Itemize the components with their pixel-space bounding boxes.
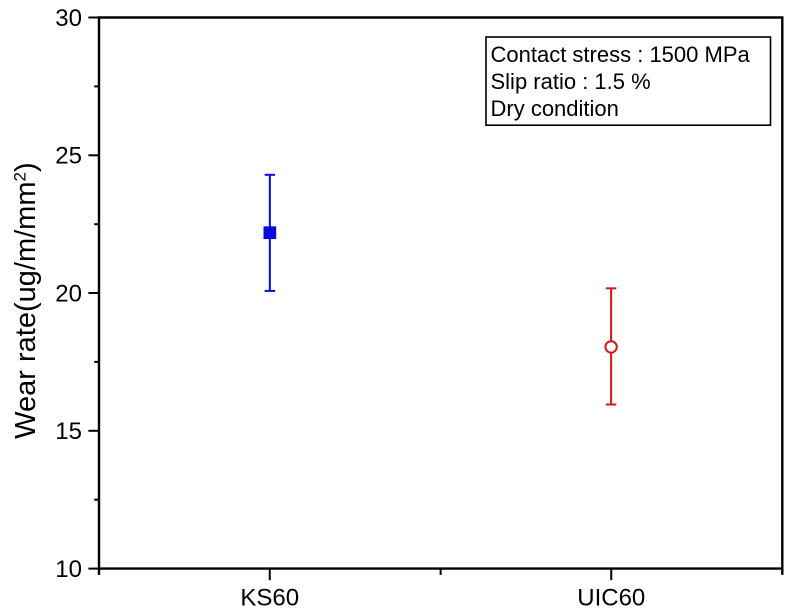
svg-text:30: 30 <box>55 5 82 32</box>
svg-text:Wear rate(ug/m/mm2): Wear rate(ug/m/mm2) <box>10 162 42 438</box>
svg-text:KS60: KS60 <box>240 584 299 611</box>
svg-text:10: 10 <box>55 556 82 583</box>
svg-text:25: 25 <box>55 143 82 170</box>
svg-text:Dry condition: Dry condition <box>491 96 619 121</box>
svg-text:Contact stress : 1500 MPa: Contact stress : 1500 MPa <box>491 42 751 67</box>
svg-text:15: 15 <box>55 418 82 445</box>
svg-text:UIC60: UIC60 <box>577 584 645 611</box>
svg-text:Slip ratio : 1.5 %: Slip ratio : 1.5 % <box>491 69 651 94</box>
svg-text:20: 20 <box>55 280 82 307</box>
